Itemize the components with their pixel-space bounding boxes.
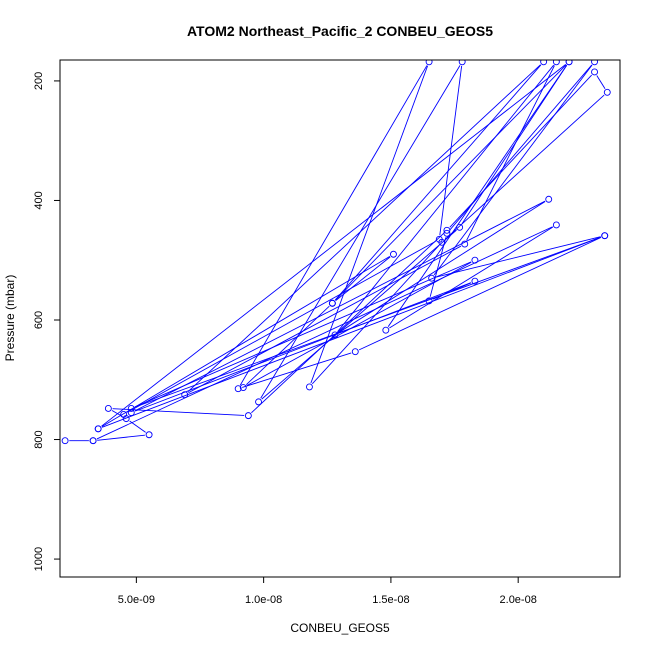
- series-1-segment: [261, 229, 457, 400]
- series-1-segment: [433, 64, 593, 276]
- series-0-segment: [239, 65, 428, 386]
- y-tick-label: 400: [33, 191, 45, 209]
- series-1-point-15: [425, 297, 433, 305]
- series-1-point-14: [471, 277, 479, 285]
- axes-layer: 5.0e-09 1.0e-08 1.5e-08 2.0e-08 200 400 600 800…: [33, 72, 537, 606]
- series-1-point-9: [461, 240, 469, 248]
- x-axis-label: CONBEU_GEOS5: [290, 621, 390, 635]
- series-1-segment: [337, 64, 555, 332]
- series-0-point-0: [61, 437, 69, 445]
- series-0-point-11: [425, 60, 433, 66]
- x-tick-label: 1.0e-08: [245, 594, 282, 606]
- series-0-segment: [112, 408, 245, 416]
- series-1-point-4: [456, 223, 464, 231]
- series-layer: [61, 60, 611, 445]
- series-0-point-8: [603, 88, 611, 96]
- series-0-segment: [389, 226, 554, 329]
- series-1-point-16: [443, 229, 451, 237]
- x-tick-label: 2.0e-08: [500, 594, 537, 606]
- series-0-segment: [134, 261, 472, 408]
- series-1-segment: [134, 200, 546, 412]
- series-0-segment: [101, 255, 391, 428]
- series-1-point-0: [120, 410, 128, 418]
- series-1-segment: [135, 282, 472, 412]
- series-group: [61, 60, 611, 445]
- series-0-segment: [242, 352, 352, 388]
- series-1-segment: [429, 237, 447, 297]
- series-0-point-22: [382, 326, 390, 334]
- series-0-segment: [358, 237, 602, 351]
- series-1-segment: [439, 65, 463, 236]
- y-tick-label: 800: [33, 430, 45, 448]
- x-tick-label: 1.5e-08: [372, 594, 409, 606]
- series-1-point-19: [601, 232, 609, 240]
- series-0-point-19: [390, 250, 397, 258]
- series-0-point-5: [244, 412, 252, 420]
- y-tick-label: 600: [33, 311, 45, 329]
- series-1-segment: [466, 65, 555, 241]
- series-1-segment: [449, 64, 593, 231]
- series-1-segment: [432, 282, 472, 300]
- series-0-segment: [444, 94, 605, 240]
- series-1-point-5: [565, 60, 573, 66]
- series-0-segment: [596, 75, 606, 89]
- series-0-point-2: [145, 431, 153, 439]
- series-1-segment: [127, 240, 436, 413]
- series-0-segment: [335, 256, 391, 301]
- series-1-segment: [187, 64, 541, 393]
- series-1-point-8: [181, 391, 189, 399]
- series-1-point-18: [428, 274, 436, 282]
- chart-title: ATOM2 Northeast_Pacific_2 CONBEU_GEOS5: [187, 23, 493, 39]
- series-0-segment: [246, 305, 330, 385]
- series-1-point-7: [540, 60, 548, 66]
- series-0-point-13: [351, 348, 359, 356]
- series-0-segment: [96, 226, 553, 440]
- series-0-point-7: [591, 68, 598, 76]
- series-1-point-11: [331, 331, 339, 339]
- y-tick-label: 1000: [33, 547, 45, 571]
- series-1-point-13: [127, 409, 135, 417]
- series-0-point-16: [471, 256, 479, 264]
- series-1-segment: [435, 236, 601, 278]
- series-1-segment: [338, 201, 546, 334]
- series-1-point-17: [591, 60, 598, 66]
- series-1-point-20: [94, 425, 102, 433]
- series-1-point-10: [552, 60, 560, 66]
- series-0-segment: [97, 434, 145, 441]
- series-1-segment: [188, 245, 462, 394]
- series-0-point-12: [234, 385, 242, 393]
- series-0-point-17: [239, 384, 247, 391]
- series-1-point-3: [255, 398, 262, 406]
- series-1-segment: [101, 236, 601, 428]
- series-0-segment: [387, 65, 568, 327]
- series-0-segment: [251, 232, 445, 414]
- x-tick-label: 5.0e-09: [118, 594, 155, 606]
- series-1-point-12: [545, 195, 553, 203]
- series-1-segment: [334, 64, 542, 301]
- series-1-segment: [334, 64, 567, 301]
- series-0-point-23: [552, 221, 560, 229]
- series-0-point-4: [104, 405, 112, 412]
- series-1-point-2: [458, 60, 466, 66]
- y-tick-label: 200: [33, 72, 45, 90]
- y-axis-label: Pressure (mbar): [3, 275, 17, 362]
- series-1-point-1: [435, 235, 443, 243]
- series-0-point-24: [89, 437, 97, 445]
- series-1-point-6: [328, 299, 336, 307]
- plot-frame: [59, 59, 621, 578]
- series-0-point-10: [306, 383, 313, 391]
